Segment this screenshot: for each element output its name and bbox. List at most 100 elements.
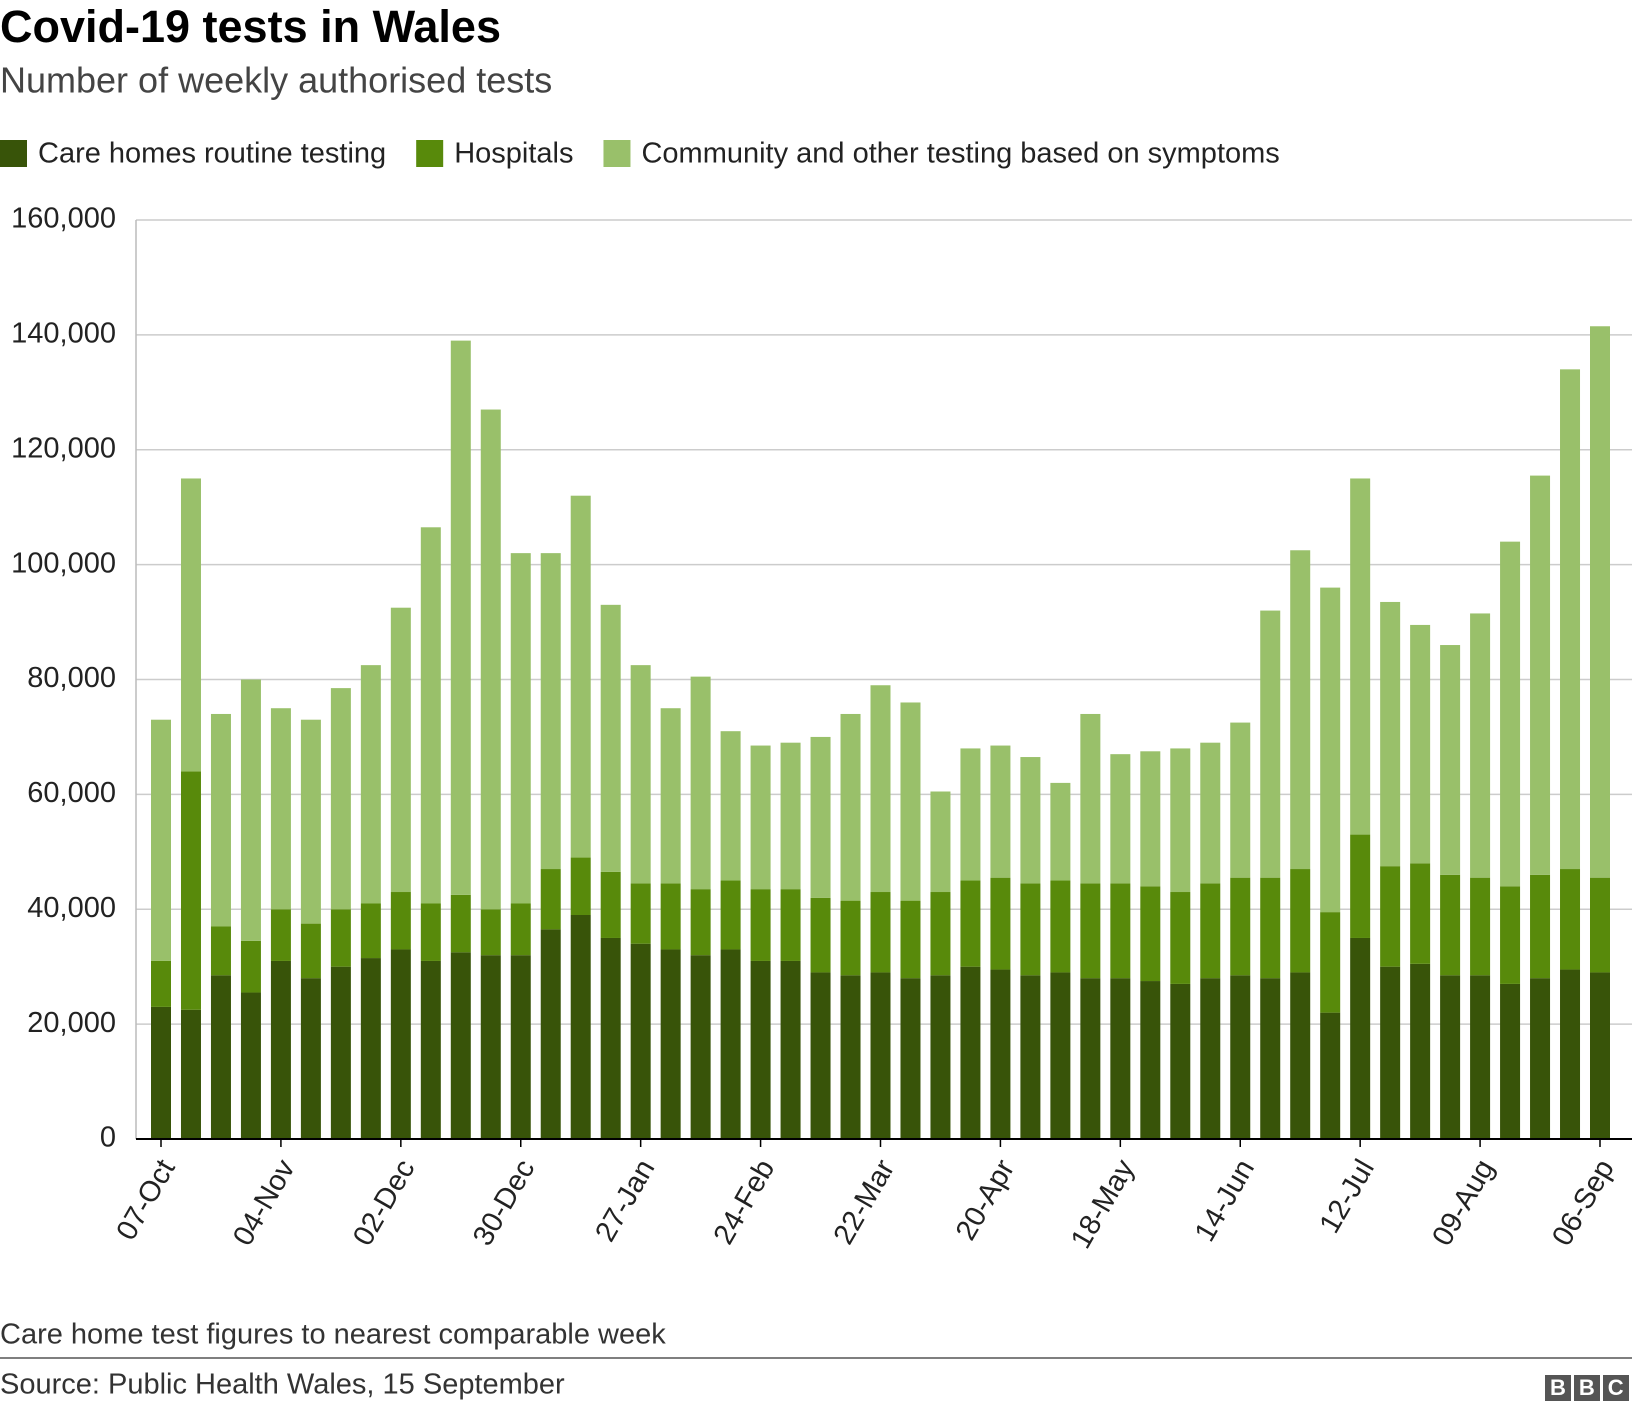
bar-segment [1290, 972, 1311, 1139]
bar-segment [300, 978, 321, 1139]
bar-segment [960, 748, 981, 881]
bar-segment [1350, 937, 1371, 1139]
bar-segment [240, 679, 261, 941]
bar-segment [780, 742, 801, 890]
bar-segment [1020, 883, 1041, 976]
bar-segment [1020, 975, 1041, 1139]
bar-segment [450, 952, 471, 1139]
legend-label: Care homes routine testing [38, 138, 386, 170]
bar-segment [1470, 877, 1491, 976]
bar-segment [1380, 866, 1401, 967]
bar-segment [720, 949, 741, 1139]
bar-segment [390, 949, 411, 1139]
bar-segment [1260, 877, 1281, 979]
bar-segment [300, 923, 321, 979]
bar-segment [540, 553, 561, 870]
bar-segment [1500, 983, 1521, 1139]
bar-segment [1350, 834, 1371, 938]
bar-segment [900, 900, 921, 979]
y-tick-label: 20,000 [27, 1007, 116, 1039]
bar-segment [1440, 645, 1461, 875]
bar-segment [660, 708, 681, 884]
bar-segment [480, 409, 501, 910]
legend-swatch [416, 140, 444, 167]
bar-segment [1020, 757, 1041, 884]
x-tick-label: 24-Feb [708, 1154, 782, 1250]
bar-segment [180, 478, 201, 772]
bar-segment [870, 685, 891, 893]
bar-segment [1530, 978, 1551, 1139]
chart-title: Covid-19 tests in Wales [0, 1, 501, 52]
bar-segment [930, 892, 951, 976]
x-tick-label: 22-Mar [828, 1154, 902, 1250]
bar-segment [1140, 886, 1161, 982]
bar-segment [510, 955, 531, 1139]
bar-segment [1500, 886, 1521, 984]
legend-swatch [0, 140, 27, 167]
bar-segment [151, 719, 171, 961]
bar-segment [151, 1006, 171, 1139]
bar-segment [1080, 978, 1101, 1139]
bar-segment [600, 871, 621, 938]
bar-segment [870, 892, 891, 973]
bar-segment [990, 877, 1011, 970]
legend-label: Hospitals [454, 138, 573, 170]
y-tick-label: 100,000 [11, 547, 116, 579]
bar-segment [330, 909, 351, 967]
bar-segment [1530, 475, 1551, 875]
bar-segment [1290, 869, 1311, 973]
bar-segment [450, 340, 471, 895]
bar-segment [1410, 863, 1431, 964]
x-tick-label: 27-Jan [589, 1154, 661, 1247]
bar-segment [1410, 963, 1431, 1139]
logo-text: BBC [1550, 1375, 1632, 1400]
bar-segment [990, 969, 1011, 1139]
bar-segment [300, 719, 321, 924]
bar-segment [1110, 883, 1131, 979]
source: Source: Public Health Wales, 15 Septembe… [0, 1369, 565, 1401]
bar-segment [570, 914, 591, 1139]
bar-segment [1320, 1012, 1341, 1139]
bar-segment [1230, 722, 1251, 878]
bar-segment [1170, 983, 1191, 1139]
bar-segment [360, 903, 381, 959]
x-tick-label: 20-Apr [950, 1154, 1021, 1246]
bar-segment [1170, 892, 1191, 984]
bar-segment [390, 892, 411, 950]
bar-segment [1230, 877, 1251, 976]
bar-segment [600, 604, 621, 872]
x-tick-label: 04-Nov [227, 1154, 302, 1251]
bar-segment [1050, 782, 1071, 881]
bar-segment [840, 713, 861, 901]
bar-segment [240, 992, 261, 1139]
bar-segment [1590, 972, 1610, 1139]
bar-segment [330, 688, 351, 910]
bar-segment [690, 676, 711, 890]
bar-segment [420, 527, 441, 904]
bar-segment [840, 975, 861, 1139]
bar-segment [660, 949, 681, 1139]
y-tick-label: 40,000 [27, 892, 116, 924]
bar-segment [1110, 978, 1131, 1139]
bar-segment [750, 745, 771, 890]
bar-segment [780, 960, 801, 1139]
bar-segment [840, 900, 861, 976]
bar-segment [600, 937, 621, 1139]
x-tick-label: 14-Jun [1189, 1154, 1261, 1247]
bar-segment [360, 665, 381, 904]
bar-segment [1440, 874, 1461, 976]
bar-segment [180, 771, 201, 1010]
bar-segment [900, 978, 921, 1139]
bar-segment [1140, 751, 1161, 887]
y-tick-label: 60,000 [27, 777, 116, 809]
bar-segment [930, 975, 951, 1139]
bar-segment [990, 745, 1011, 878]
bar-segment [870, 972, 891, 1139]
bar-segment [1080, 883, 1101, 979]
bar-segment [1230, 975, 1251, 1139]
bar-segment [1380, 601, 1401, 867]
bar-segment [480, 909, 501, 956]
bar-segment [1200, 978, 1221, 1139]
bar-segment [210, 926, 231, 976]
